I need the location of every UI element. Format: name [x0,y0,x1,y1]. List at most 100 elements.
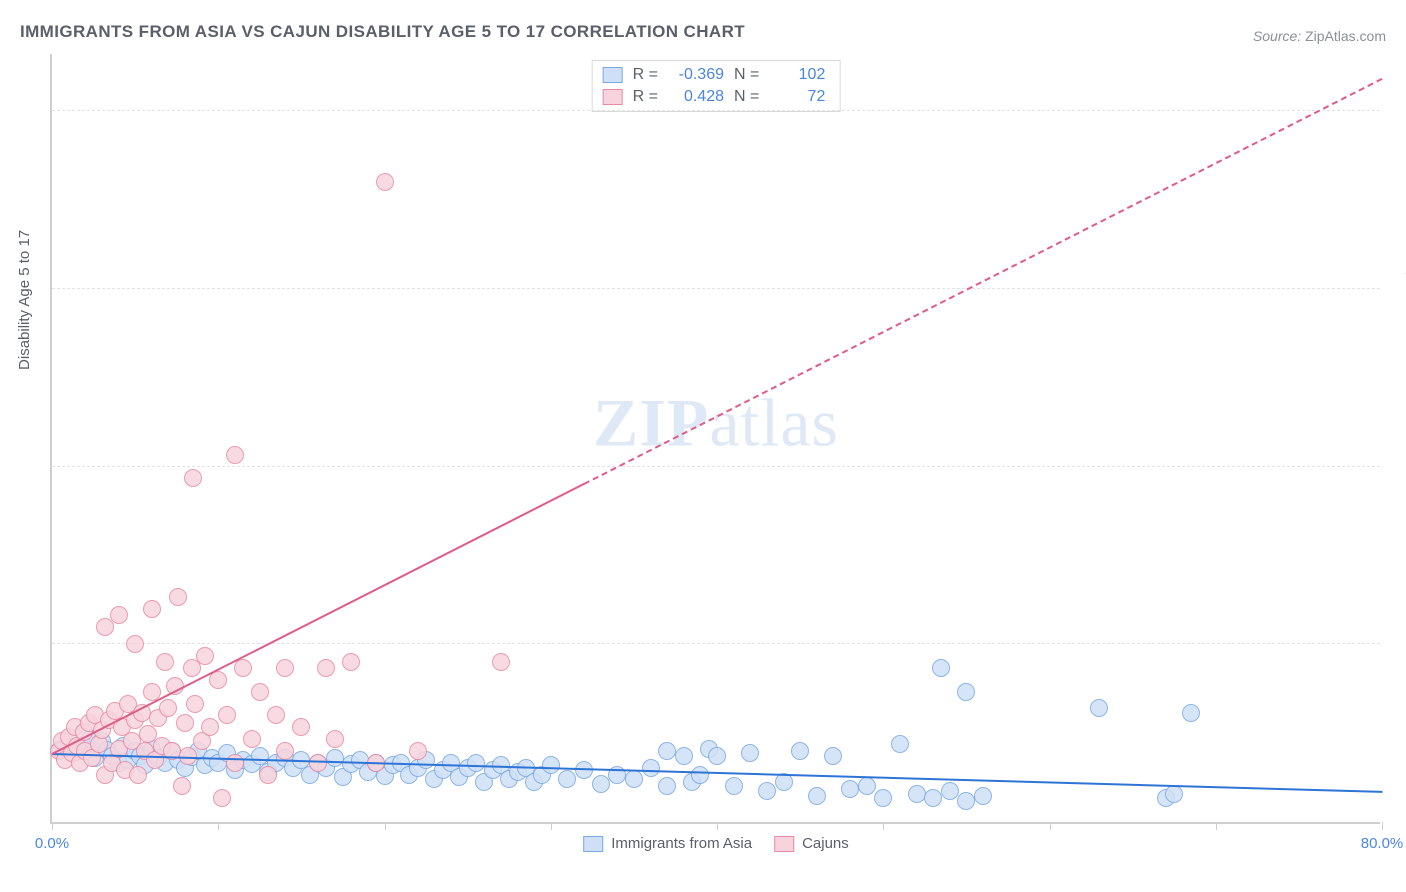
data-point-cajun [186,695,204,713]
y-tick-label: 30.0% [1388,441,1406,458]
y-tick-label: 15.0% [1388,619,1406,636]
data-point-asia [808,787,826,805]
data-point-cajun [201,718,219,736]
data-point-cajun [243,730,261,748]
data-point-cajun [342,653,360,671]
data-point-asia [824,747,842,765]
data-point-asia [542,756,560,774]
data-point-cajun [276,742,294,760]
stats-box: R = -0.369 N = 102 R = 0.428 N = 72 [592,60,841,112]
legend-label-asia: Immigrants from Asia [611,835,752,852]
x-tick-mark [385,822,386,830]
data-point-cajun [251,683,269,701]
trend-line [584,78,1383,485]
x-tick-label: 80.0% [1361,835,1404,852]
r-label: R = [633,64,658,86]
data-point-cajun [184,469,202,487]
data-point-asia [708,747,726,765]
data-point-asia [642,759,660,777]
x-tick-mark [1050,822,1051,830]
data-point-asia [741,744,759,762]
watermark: ZIPatlas [593,383,839,462]
gridline [52,288,1380,289]
x-tick-mark [551,822,552,830]
data-point-cajun [409,742,427,760]
data-point-asia [908,785,926,803]
data-point-cajun [110,606,128,624]
data-point-asia [758,782,776,800]
data-point-cajun [159,699,177,717]
data-point-asia [1182,704,1200,722]
gridline [52,466,1380,467]
data-point-asia [974,787,992,805]
data-point-asia [791,742,809,760]
chart-title: IMMIGRANTS FROM ASIA VS CAJUN DISABILITY… [20,22,745,42]
data-point-asia [558,770,576,788]
n-label: N = [734,64,759,86]
legend-swatch-cajun [774,836,794,852]
x-tick-mark [883,822,884,830]
swatch-asia [603,67,623,83]
n-label: N = [734,86,759,108]
x-tick-mark [717,822,718,830]
data-point-asia [941,782,959,800]
data-point-asia [932,659,950,677]
data-point-asia [891,735,909,753]
gridline [52,110,1380,111]
data-point-asia [675,747,693,765]
data-point-cajun [196,647,214,665]
data-point-cajun [143,600,161,618]
r-value-asia: -0.369 [668,64,724,86]
data-point-cajun [126,635,144,653]
data-point-asia [1090,699,1108,717]
legend-item-asia: Immigrants from Asia [583,835,752,852]
source-value: ZipAtlas.com [1305,28,1386,44]
data-point-cajun [226,754,244,772]
data-point-cajun [176,714,194,732]
y-tick-label: 45.0% [1388,263,1406,280]
data-point-asia [467,754,485,772]
stats-row-asia: R = -0.369 N = 102 [603,64,826,86]
x-tick-label: 0.0% [35,835,69,852]
data-point-cajun [292,718,310,736]
x-tick-mark [1216,822,1217,830]
source-credit: Source: ZipAtlas.com [1253,28,1386,44]
data-point-cajun [234,659,252,677]
data-point-cajun [492,653,510,671]
r-value-cajun: 0.428 [668,86,724,108]
data-point-asia [924,789,942,807]
legend-item-cajun: Cajuns [774,835,849,852]
x-tick-mark [52,822,53,830]
data-point-cajun [259,766,277,784]
n-value-cajun: 72 [769,86,825,108]
data-point-cajun [376,173,394,191]
data-point-asia [658,742,676,760]
data-point-asia [691,766,709,784]
data-point-cajun [317,659,335,677]
gridline [52,643,1380,644]
data-point-cajun [213,789,231,807]
data-point-asia [841,780,859,798]
legend-label-cajun: Cajuns [802,835,849,852]
data-point-asia [592,775,610,793]
data-point-asia [326,749,344,767]
data-point-asia [251,747,269,765]
data-point-cajun [267,706,285,724]
y-tick-label: 60.0% [1388,86,1406,103]
r-label: R = [633,86,658,108]
data-point-asia [957,792,975,810]
data-point-asia [874,789,892,807]
data-point-cajun [326,730,344,748]
stats-row-cajun: R = 0.428 N = 72 [603,86,826,108]
watermark-atlas: atlas [709,384,839,460]
data-point-cajun [169,588,187,606]
trend-line [52,483,585,755]
n-value-asia: 102 [769,64,825,86]
x-tick-mark [218,822,219,830]
data-point-cajun [156,653,174,671]
data-point-asia [858,777,876,795]
data-point-cajun [173,777,191,795]
data-point-asia [658,777,676,795]
data-point-cajun [226,446,244,464]
data-point-asia [957,683,975,701]
